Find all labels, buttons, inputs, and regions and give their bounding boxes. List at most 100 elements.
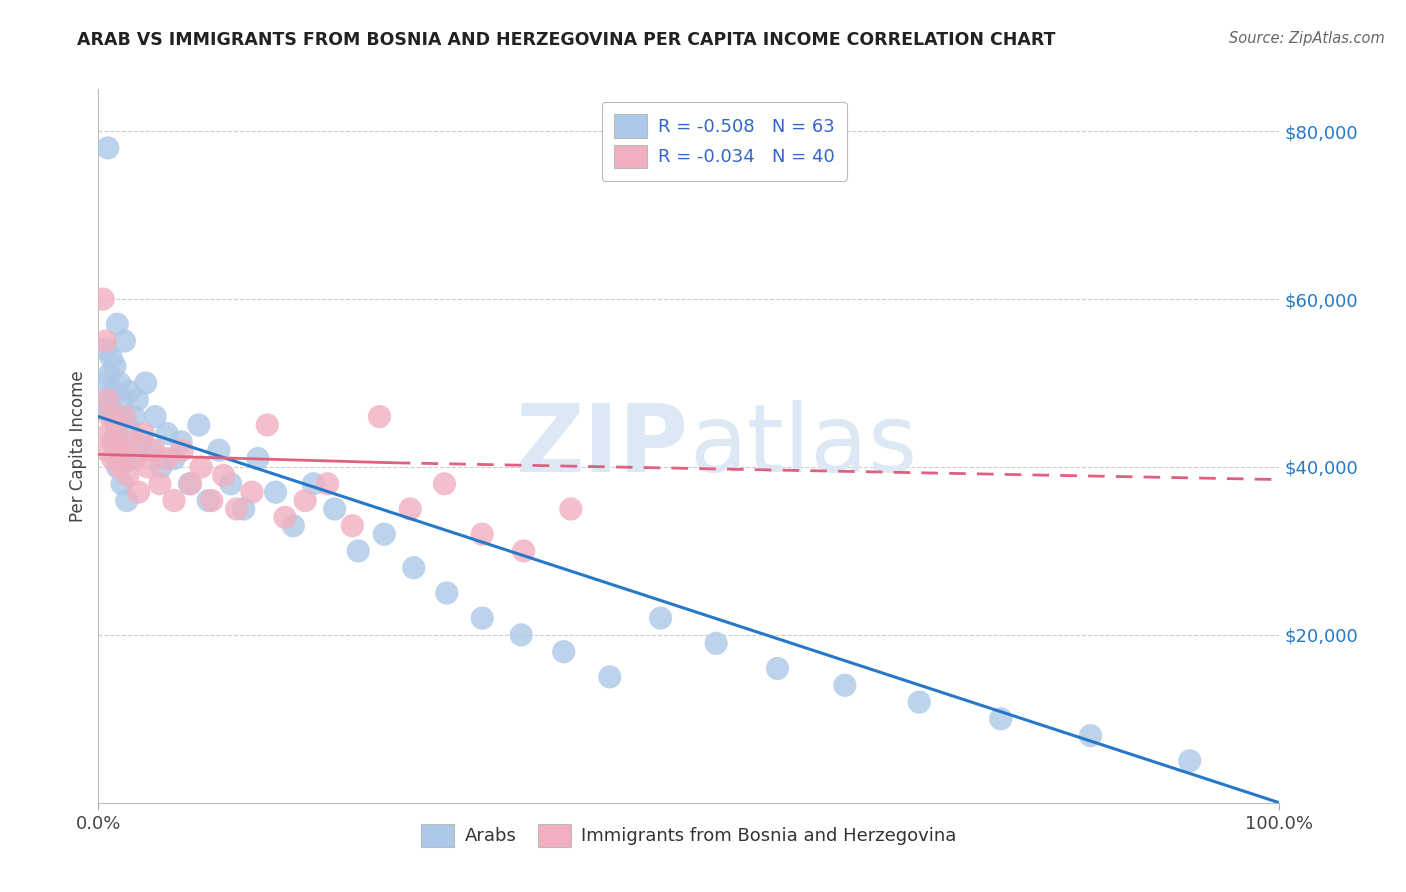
Point: [1080, 729, 1102, 743]
Point: [316, 476, 339, 491]
Point: [127, 392, 149, 407]
Point: [368, 409, 391, 424]
Point: [172, 443, 194, 458]
Point: [256, 417, 278, 432]
Point: [136, 460, 159, 475]
Point: [103, 384, 125, 399]
Point: [128, 485, 150, 500]
Point: [156, 451, 179, 466]
Point: [98, 392, 121, 407]
Point: [112, 334, 135, 348]
Point: [135, 376, 157, 390]
Point: [471, 611, 494, 625]
Point: [402, 560, 425, 574]
Point: [170, 434, 193, 449]
Point: [101, 409, 124, 424]
Point: [115, 493, 138, 508]
Point: [149, 476, 172, 491]
Point: [197, 493, 219, 508]
Point: [101, 451, 124, 466]
Point: [98, 368, 121, 382]
Point: [100, 351, 122, 365]
Point: [98, 426, 121, 441]
Point: [150, 460, 173, 475]
Point: [124, 451, 146, 466]
Point: [111, 392, 134, 407]
Point: [208, 443, 231, 458]
Point: [342, 518, 364, 533]
Point: [990, 712, 1012, 726]
Point: [225, 502, 247, 516]
Point: [112, 443, 135, 458]
Point: [96, 443, 118, 458]
Point: [373, 527, 395, 541]
Point: [510, 628, 533, 642]
Point: [105, 426, 128, 441]
Point: [264, 485, 287, 500]
Point: [110, 409, 132, 424]
Legend: Arabs, Immigrants from Bosnia and Herzegovina: Arabs, Immigrants from Bosnia and Herzeg…: [411, 814, 967, 858]
Point: [212, 468, 235, 483]
Point: [433, 476, 456, 491]
Point: [121, 451, 143, 466]
Point: [908, 695, 931, 709]
Point: [246, 451, 269, 466]
Point: [163, 493, 186, 508]
Point: [1178, 754, 1201, 768]
Text: ARAB VS IMMIGRANTS FROM BOSNIA AND HERZEGOVINA PER CAPITA INCOME CORRELATION CHA: ARAB VS IMMIGRANTS FROM BOSNIA AND HERZE…: [77, 31, 1056, 49]
Point: [105, 417, 128, 432]
Point: [190, 460, 212, 475]
Point: [512, 544, 534, 558]
Point: [115, 417, 138, 432]
Point: [91, 292, 114, 306]
Point: [180, 476, 202, 491]
Point: [121, 434, 143, 449]
Text: atlas: atlas: [689, 400, 917, 492]
Point: [112, 409, 135, 424]
Point: [323, 502, 346, 516]
Point: [560, 502, 582, 516]
Point: [97, 392, 120, 407]
Point: [97, 141, 120, 155]
Point: [766, 661, 789, 675]
Point: [93, 376, 115, 390]
Text: ZIP: ZIP: [516, 400, 689, 492]
Point: [156, 426, 179, 441]
Point: [834, 678, 856, 692]
Point: [98, 409, 121, 424]
Point: [101, 434, 124, 449]
Point: [399, 502, 422, 516]
Point: [436, 586, 458, 600]
Point: [283, 518, 305, 533]
Point: [553, 645, 575, 659]
Point: [122, 409, 145, 424]
Point: [274, 510, 297, 524]
Point: [294, 493, 316, 508]
Point: [471, 527, 494, 541]
Point: [179, 476, 201, 491]
Point: [187, 417, 209, 432]
Point: [108, 460, 131, 475]
Point: [302, 476, 325, 491]
Point: [97, 401, 120, 416]
Point: [104, 434, 127, 449]
Point: [132, 426, 155, 441]
Point: [96, 401, 118, 416]
Point: [94, 343, 117, 357]
Point: [704, 636, 727, 650]
Point: [139, 443, 162, 458]
Point: [111, 443, 134, 458]
Point: [240, 485, 263, 500]
Point: [104, 359, 127, 374]
Point: [94, 334, 117, 348]
Point: [232, 502, 254, 516]
Point: [108, 376, 131, 390]
Point: [142, 443, 165, 458]
Point: [105, 318, 128, 332]
Point: [118, 384, 141, 399]
Y-axis label: Per Capita Income: Per Capita Income: [69, 370, 87, 522]
Point: [650, 611, 672, 625]
Point: [111, 476, 134, 491]
Point: [117, 468, 139, 483]
Point: [143, 409, 166, 424]
